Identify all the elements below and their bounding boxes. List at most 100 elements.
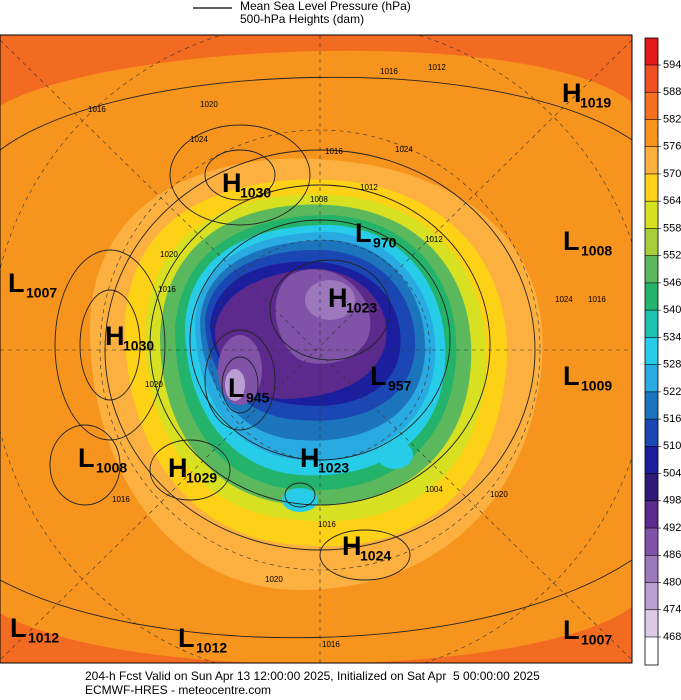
- contour-label: 1020: [200, 100, 218, 109]
- color-swatch: [645, 201, 658, 229]
- colorbar-tick-label: 588: [663, 86, 681, 98]
- colorbar-tick-label: 516: [663, 413, 681, 425]
- contour-label: 1012: [425, 235, 443, 244]
- colorbar-tick-label: 480: [663, 576, 681, 588]
- contour-label: 1008: [310, 195, 328, 204]
- center-letter: H: [342, 531, 362, 561]
- contour-label: 1024: [555, 295, 573, 304]
- color-swatch: [645, 255, 658, 283]
- center-value: 1024: [360, 548, 391, 564]
- colorbar-tick-label: 474: [663, 604, 681, 616]
- contour-label: 1020: [490, 490, 508, 499]
- center-value: 1030: [123, 338, 154, 354]
- center-letter: L: [78, 443, 95, 473]
- colorbar-tick-label: 510: [663, 440, 681, 452]
- color-swatch: [645, 337, 658, 365]
- colorbar-tick-label: 504: [663, 467, 681, 479]
- color-swatch: [645, 38, 658, 65]
- contour-label: 1020: [160, 250, 178, 259]
- colorbar-tick-label: 528: [663, 359, 681, 371]
- colorbar-tick-label: 582: [663, 113, 681, 125]
- color-swatch: [645, 146, 658, 174]
- center-value: 1023: [318, 460, 349, 476]
- colorbar-tick-label: 594: [663, 59, 681, 71]
- contour-label: 1016: [88, 105, 106, 114]
- color-swatch: [645, 473, 658, 501]
- color-swatch: [645, 528, 658, 556]
- color-swatch: [645, 282, 658, 311]
- color-swatch: [645, 65, 658, 93]
- colorbar-tick-label: 486: [663, 549, 681, 561]
- center-letter: L: [563, 615, 580, 645]
- center-value: 1012: [196, 640, 227, 656]
- color-swatch: [645, 228, 658, 256]
- legend-heights: 500-hPa Heights (dam): [240, 12, 364, 26]
- center-letter: L: [178, 623, 195, 653]
- center-letter: L: [563, 361, 580, 391]
- center-letter: H: [328, 283, 348, 313]
- center-value: 1008: [96, 460, 127, 476]
- colorbar-frame: [644, 37, 659, 666]
- contour-label: 1020: [265, 575, 283, 584]
- contour-label: 1024: [190, 135, 208, 144]
- center-value: 957: [388, 378, 412, 394]
- legend-mslp: Mean Sea Level Pressure (hPa): [240, 0, 411, 13]
- color-swatch: [645, 119, 658, 147]
- color-swatch: [645, 500, 658, 529]
- contour-label: 1012: [360, 183, 378, 192]
- center-letter: L: [370, 361, 387, 391]
- center-value: 1012: [28, 630, 59, 646]
- center-letter: L: [228, 373, 245, 403]
- colorbar-tick-label: 576: [663, 141, 681, 153]
- contour-label: 1020: [145, 380, 163, 389]
- contour-label: 1004: [425, 485, 443, 494]
- colorbar-tick-label: 564: [663, 195, 681, 207]
- color-swatch: [645, 582, 658, 610]
- center-value: 1008: [581, 243, 612, 259]
- colorbar-tick-label: 492: [663, 522, 681, 534]
- color-swatch: [645, 609, 658, 637]
- color-swatch: [645, 446, 658, 474]
- center-value: 1007: [581, 632, 612, 648]
- colorbar-tick-label: 534: [663, 331, 681, 343]
- center-letter: H: [105, 321, 125, 351]
- colorbar-tick-label: 522: [663, 386, 681, 398]
- colorbar-tick-label: 570: [663, 168, 681, 180]
- contour-label: 1016: [322, 640, 340, 649]
- contour-labels: 1016 1012 1016 1020 1024 1016 1024 1012 1008 1020…: [88, 63, 606, 649]
- colorbar-tick-label: 468: [663, 631, 681, 643]
- colorbar-tick-label: 546: [663, 277, 681, 289]
- contour-label: 1024: [395, 145, 413, 154]
- contour-label: 1016: [318, 520, 336, 529]
- center-value: 1009: [581, 378, 612, 394]
- center-letter: H: [168, 453, 188, 483]
- center-letter: L: [10, 613, 27, 643]
- footer-source: ECMWF-HRES - meteocentre.com: [85, 683, 271, 697]
- center-value: 1007: [26, 285, 57, 301]
- color-swatch: [645, 637, 658, 665]
- colorbar-tick-label: 558: [663, 222, 681, 234]
- contour-label: 1016: [588, 295, 606, 304]
- contour-label: 1016: [325, 147, 343, 156]
- contour-label: 1012: [428, 63, 446, 72]
- colorbar-tick-label: 498: [663, 495, 681, 507]
- center-letter: L: [563, 226, 580, 256]
- contour-label: 1016: [380, 67, 398, 76]
- center-letter: H: [562, 78, 582, 108]
- colorbar: 594 588 582 576 570 564 558 552 546 540 534 528 522 5…: [644, 37, 681, 666]
- color-swatch: [645, 555, 658, 583]
- colorbar-tick-label: 540: [663, 304, 681, 316]
- color-swatch: [645, 92, 658, 120]
- contour-label: 1016: [112, 495, 130, 504]
- isobars: [0, 76, 632, 639]
- center-value: 1023: [346, 300, 377, 316]
- color-swatch: [645, 310, 658, 338]
- center-value: 945: [246, 390, 270, 406]
- color-swatch: [645, 391, 658, 420]
- color-swatch: [645, 419, 658, 447]
- footer-valid-time: 204-h Fcst Valid on Sun Apr 13 12:00:00 …: [85, 669, 540, 683]
- center-value: 1030: [240, 185, 271, 201]
- center-value: 970: [373, 235, 397, 251]
